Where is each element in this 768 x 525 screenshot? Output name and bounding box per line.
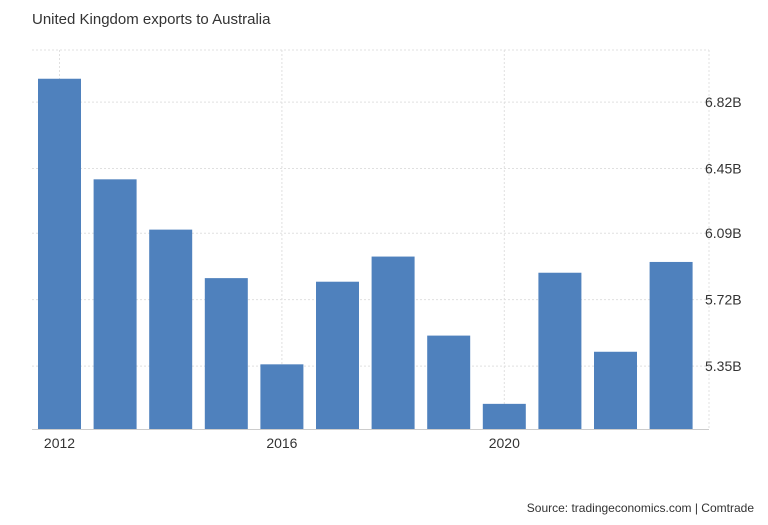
chart-title: United Kingdom exports to Australia <box>32 11 271 28</box>
bars <box>38 78 693 430</box>
bar-2023 <box>649 261 693 429</box>
bar-2015 <box>204 278 248 429</box>
bar-2019 <box>427 335 471 429</box>
bar-2013 <box>93 179 137 429</box>
bar-2018 <box>371 256 415 429</box>
bar-2022 <box>594 351 637 429</box>
y-tick-label: 6.09B <box>705 225 742 241</box>
x-tick-label: 2016 <box>266 435 297 451</box>
y-axis: 5.35B 5.72B 6.09B 6.45B 6.82B <box>705 94 742 374</box>
x-tick-label: 2012 <box>44 435 75 451</box>
bar-2016 <box>260 364 304 429</box>
bar-2020 <box>482 403 526 429</box>
y-tick-label: 5.72B <box>705 292 742 308</box>
bar-2014 <box>149 229 193 429</box>
source-note: Source: tradingeconomics.com | Comtrade <box>526 501 754 515</box>
y-tick-label: 6.82B <box>705 94 742 110</box>
bar-2017 <box>316 281 359 429</box>
y-tick-label: 6.45B <box>705 161 742 177</box>
y-tick-label: 5.35B <box>705 358 742 374</box>
bar-2021 <box>538 272 582 429</box>
x-tick-label: 2020 <box>489 435 520 451</box>
x-axis: 2012 2016 2020 <box>32 429 709 451</box>
bar-2012 <box>38 78 81 430</box>
